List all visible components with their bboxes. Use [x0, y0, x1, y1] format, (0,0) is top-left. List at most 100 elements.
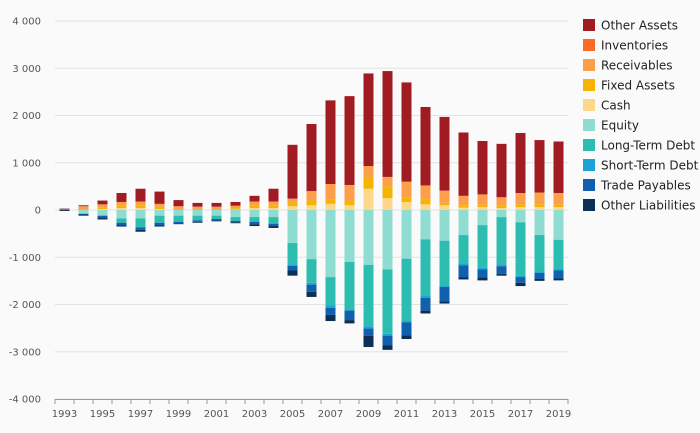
- bar-stack-2012: [420, 106, 431, 314]
- legend-item[interactable]: Equity: [583, 119, 639, 133]
- legend-label: Short-Term Debt: [601, 159, 699, 173]
- legend-item[interactable]: Cash: [583, 99, 631, 113]
- bar-segment: [97, 204, 108, 208]
- bar-segment: [344, 200, 355, 206]
- bar-segment: [553, 270, 564, 279]
- bar-segment: [116, 205, 127, 209]
- bar-segment: [420, 199, 431, 205]
- bar-segment: [154, 210, 165, 216]
- bar-segment: [287, 265, 298, 271]
- bar-stack-2008: [344, 96, 355, 324]
- bar-segment: [97, 209, 108, 210]
- bar-segment: [363, 264, 374, 327]
- bar-segment: [249, 210, 260, 218]
- y-axis-tick-labels: -4 000 -3 000 -2 000 -1 000 0 1 000 2 000 3 000…: [9, 17, 41, 406]
- legend-item[interactable]: Long-Term Debt: [583, 139, 695, 153]
- bar-segment: [382, 71, 393, 177]
- bar-segment: [306, 282, 317, 285]
- bar-stack-1995: [97, 200, 108, 220]
- bar-segment: [515, 275, 526, 278]
- bar-segment: [135, 188, 146, 202]
- y-tick-label: 3 000: [12, 64, 41, 75]
- legend-item[interactable]: Inventories: [583, 39, 668, 53]
- bar-segment: [458, 195, 469, 206]
- bar-segment: [344, 205, 355, 210]
- x-tick-label: 1995: [90, 409, 115, 420]
- bar-segment: [534, 207, 545, 210]
- legend-item[interactable]: Receivables: [583, 59, 673, 73]
- bar-segment: [78, 214, 89, 216]
- bar-stack-2011: [401, 82, 412, 339]
- bar-segment: [249, 224, 260, 227]
- bar-segment: [325, 210, 336, 278]
- bar-segment: [306, 205, 317, 210]
- bar-segment: [173, 221, 184, 224]
- legend-item[interactable]: Trade Payables: [583, 179, 691, 193]
- bar-segment: [420, 310, 431, 314]
- bar-segment: [211, 220, 222, 222]
- bar-segment: [306, 291, 317, 297]
- bar-segment: [363, 328, 374, 336]
- bar-segment: [515, 192, 526, 205]
- bar-segment: [325, 307, 336, 315]
- legend-swatch: [583, 19, 595, 31]
- legend-item[interactable]: Other Assets: [583, 19, 678, 33]
- bar-segment: [344, 184, 355, 201]
- bar-segment: [135, 210, 146, 219]
- legend-label: Receivables: [601, 59, 673, 73]
- bar-segment: [458, 277, 469, 280]
- bar-segment: [211, 215, 222, 219]
- bar-stack-2002: [230, 201, 241, 224]
- bar-segment: [553, 204, 564, 208]
- bar-segment: [553, 192, 564, 205]
- bar-segment: [496, 143, 507, 198]
- bar-segment: [306, 191, 317, 201]
- bar-stack-2001: [211, 202, 222, 222]
- bar-segment: [401, 258, 412, 322]
- bar-segment: [325, 277, 336, 306]
- bar-segment: [287, 202, 298, 207]
- bar-segment: [477, 210, 488, 226]
- bar-stack-2004: [268, 188, 279, 228]
- bar-segment: [192, 221, 203, 223]
- bar-segment: [173, 210, 184, 216]
- bar-segment: [116, 192, 127, 202]
- legend-item[interactable]: Fixed Assets: [583, 79, 675, 93]
- bar-segment: [154, 222, 165, 226]
- bar-segment: [59, 208, 70, 210]
- bar-segment: [382, 335, 393, 346]
- x-tick-label: 2007: [318, 409, 343, 420]
- bar-segment: [420, 297, 431, 311]
- bar-segment: [211, 209, 222, 210]
- bar-segment: [515, 282, 526, 287]
- bar-stack-2010: [382, 71, 393, 350]
- x-tick-label: 1993: [52, 409, 77, 420]
- legend-item[interactable]: Other Liabilities: [583, 199, 696, 213]
- bar-segment: [325, 199, 336, 204]
- bar-segment: [173, 215, 184, 222]
- bar-segment: [458, 235, 469, 264]
- bar-segment: [287, 243, 298, 265]
- bar-segment: [496, 197, 507, 206]
- bar-segment: [306, 200, 317, 206]
- legend-swatch: [583, 119, 595, 131]
- bar-segment: [496, 264, 507, 267]
- bar-segment: [477, 267, 488, 270]
- bar-segment: [249, 201, 260, 206]
- bar-segment: [116, 222, 127, 226]
- bar-segment: [249, 217, 260, 222]
- bar-segment: [344, 309, 355, 311]
- legend-swatch: [583, 139, 595, 151]
- bar-segment: [458, 210, 469, 236]
- bar-segment: [344, 320, 355, 324]
- legend-item[interactable]: Short-Term Debt: [583, 159, 699, 173]
- bar-segment: [287, 210, 298, 244]
- x-tick-label: 2017: [508, 409, 533, 420]
- bar-segment: [173, 209, 184, 210]
- bar-segment: [363, 188, 374, 210]
- bar-segment: [458, 263, 469, 266]
- bar-segment: [458, 132, 469, 196]
- bar-segment: [553, 269, 564, 271]
- bar-segment: [439, 116, 450, 191]
